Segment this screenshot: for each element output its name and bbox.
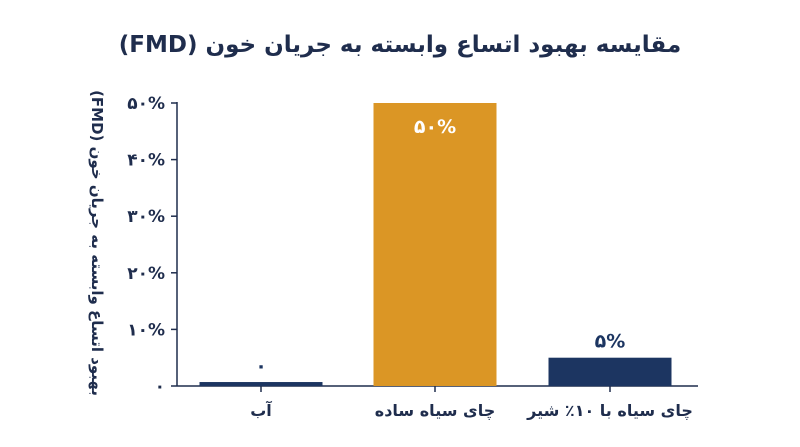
y-tick-label: ۲۰%	[127, 264, 165, 284]
data-label: ۰	[255, 355, 267, 377]
x-tick-labels: آب چای سیاه ساده چای سیاه با ۱۰٪ شیر	[250, 386, 693, 421]
x-tick-label: چای سیاه ساده	[375, 401, 495, 421]
y-tick-label: ۵۰%	[127, 94, 165, 114]
data-labels: ۰ ۵۰% ۵%	[255, 116, 625, 377]
y-ticks: ۰ ۱۰% ۲۰% ۳۰% ۴۰% ۵۰%	[127, 94, 177, 397]
data-label: ۵۰%	[414, 116, 456, 138]
y-tick-label: ۳۰%	[127, 207, 165, 227]
bar	[548, 357, 672, 386]
chart-title: مقایسه بهبود اتساع وابسته به جریان خون (…	[119, 32, 681, 58]
x-tick-label: آب	[250, 400, 272, 420]
x-tick-label: چای سیاه با ۱۰٪ شیر	[526, 401, 693, 421]
y-tick-label: ۰	[155, 377, 165, 397]
y-tick-label: ۱۰%	[127, 320, 165, 340]
bar	[373, 103, 497, 386]
data-label: ۵%	[595, 331, 626, 353]
y-tick-label: ۴۰%	[127, 151, 165, 171]
bars	[199, 103, 672, 386]
bar	[199, 382, 323, 386]
y-axis-label: بهبود اتساع وابسته به جریان خون (FMD)	[88, 90, 106, 396]
